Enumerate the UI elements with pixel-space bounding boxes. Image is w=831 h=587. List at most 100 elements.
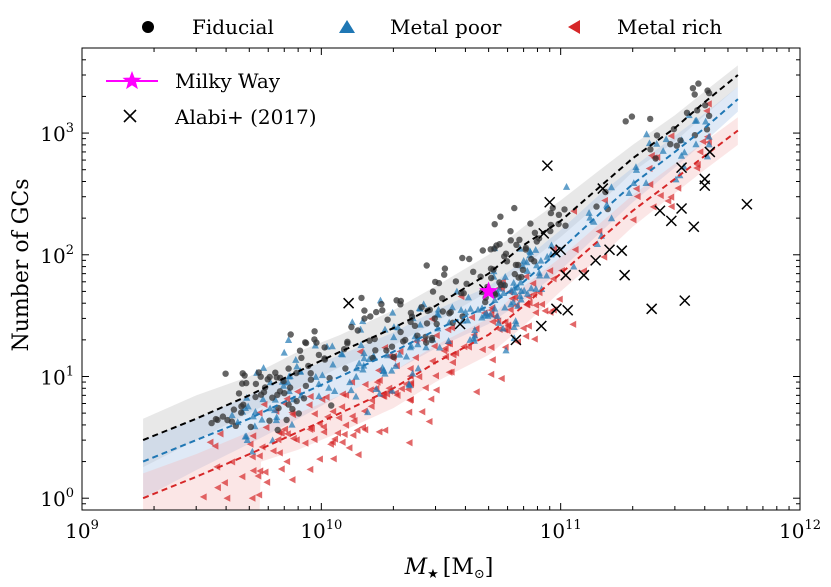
alabi-point: [541, 160, 553, 172]
milky-way-point: [479, 281, 499, 300]
fiducial-point: [689, 85, 697, 92]
metal-rich-point: [448, 324, 456, 332]
fiducial-point: [274, 426, 281, 434]
fiducial-point: [439, 308, 446, 315]
metal-poor-point: [523, 267, 531, 274]
fiducial-point: [423, 339, 430, 346]
metal-poor-point: [315, 392, 323, 400]
metal-rich-point: [335, 414, 343, 422]
metal-poor-point: [642, 130, 651, 138]
metal-rich-point: [322, 393, 330, 401]
metal-rich-point: [338, 438, 346, 446]
fiducial-point: [414, 332, 421, 339]
x-tick-label-exp: 10: [326, 518, 343, 533]
alabi-point: [535, 320, 547, 332]
metal-rich-point: [350, 417, 358, 425]
metal-rich-point: [249, 467, 257, 475]
metal-poor-point: [493, 312, 501, 319]
fiducial-point: [487, 246, 494, 253]
metal-rich-point: [418, 408, 426, 416]
metal-rich-point: [349, 431, 357, 439]
plot-frame: [81, 47, 801, 511]
band-metal-poor: [143, 86, 738, 499]
fiducial-point: [667, 141, 674, 148]
metal-rich-point: [329, 407, 337, 416]
alabi-point: [544, 196, 556, 208]
metal-rich-point: [320, 423, 327, 431]
metal-poor-point: [470, 334, 478, 342]
fiducial-point: [366, 337, 373, 344]
metal-poor-point: [284, 336, 293, 343]
metal-poor-point: [677, 151, 686, 159]
fiducial-point: [502, 250, 510, 257]
metal-poor-point: [279, 381, 288, 389]
fiducial-point: [441, 271, 448, 278]
metal-poor-point: [448, 303, 456, 311]
metal-poor-point: [376, 389, 384, 397]
metal-rich-point: [489, 356, 496, 364]
metal-rich-point: [354, 451, 362, 459]
metal-rich-point: [316, 455, 323, 463]
y-tick-label: 103: [40, 121, 74, 146]
alabi-point: [646, 303, 658, 315]
alabi-point: [654, 205, 666, 217]
metal-poor-point: [632, 163, 640, 170]
fiducial-point: [379, 307, 386, 314]
inner-legend: Milky Way Alabi+ (2017): [106, 69, 317, 129]
fiducial-point: [286, 384, 294, 391]
metal-poor-point: [285, 372, 293, 380]
metal-poor-point: [659, 147, 667, 154]
median-line-fiducial: [142, 74, 739, 442]
metal-poor-point: [280, 348, 288, 356]
metal-poor-point: [520, 286, 528, 294]
y-tick-label-exp: 1: [66, 364, 74, 379]
fiducial-point: [241, 372, 248, 379]
fiducial-point: [293, 397, 300, 405]
metal-rich-point: [281, 425, 289, 433]
metal-rich-point: [538, 300, 546, 308]
metal-rich-point: [260, 400, 268, 409]
fiducial-point: [441, 265, 449, 272]
metal-rich-point: [301, 439, 309, 447]
fiducial-point: [285, 401, 292, 408]
metal-rich-point: [306, 465, 314, 474]
band-fiducial: [143, 65, 738, 468]
metal-rich-point: [519, 324, 527, 332]
metal-poor-point: [501, 303, 509, 311]
fiducial-point: [452, 278, 460, 285]
metal-poor-point: [464, 293, 473, 301]
metal-rich-point: [405, 408, 413, 416]
metal-rich-point: [549, 275, 557, 283]
metal-poor-point: [405, 381, 414, 389]
median-line-metal-rich: [142, 129, 739, 500]
fiducial-point: [388, 343, 396, 350]
legend-metal-rich-marker: [568, 20, 580, 34]
metal-poor-point: [352, 372, 360, 380]
metal-poor-point: [273, 413, 281, 421]
x-tick-label: 1010: [300, 518, 342, 543]
fiducial-point: [393, 297, 400, 304]
metal-rich-point: [221, 479, 228, 487]
metal-rich-point: [216, 430, 224, 438]
fiducial-point: [344, 340, 351, 347]
metal-rich-point: [406, 364, 414, 373]
metal-poor-point: [517, 278, 525, 286]
fiducial-point: [511, 270, 518, 278]
metal-rich-point: [345, 444, 353, 452]
metal-rich-point: [667, 202, 675, 211]
metal-poor-point: [329, 360, 337, 368]
fiducial-point: [418, 304, 425, 311]
metal-rich-point: [646, 180, 654, 189]
fiducial-point: [302, 339, 309, 346]
fiducial-point: [507, 228, 514, 235]
fiducial-point: [555, 211, 563, 218]
fiducial-point: [302, 382, 310, 390]
fiducial-point: [378, 300, 385, 308]
fiducial-point: [342, 365, 349, 372]
metal-rich-point: [432, 331, 440, 340]
metal-rich-point: [430, 342, 438, 350]
fiducial-point: [470, 268, 477, 275]
metal-rich-point: [367, 402, 375, 410]
metal-rich-point: [522, 272, 530, 281]
y-tick-label-base: 10: [40, 487, 65, 511]
